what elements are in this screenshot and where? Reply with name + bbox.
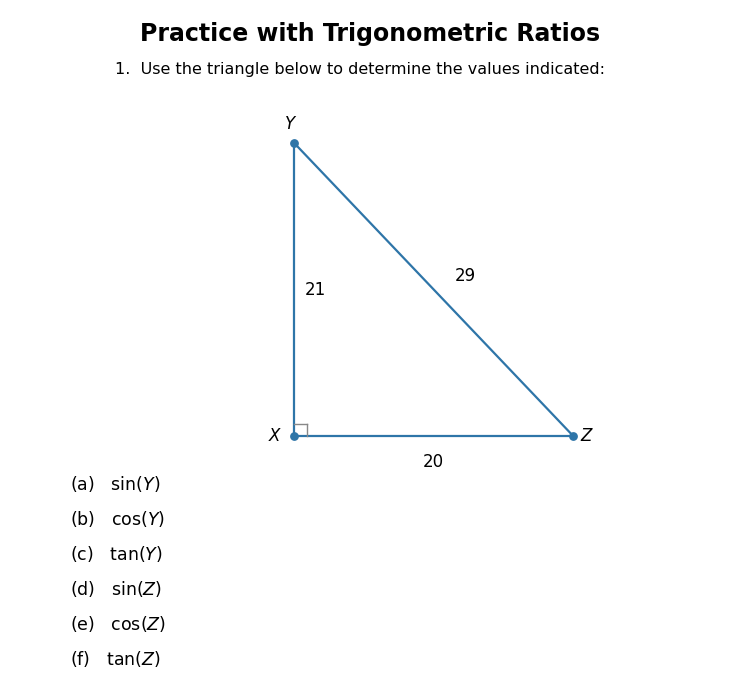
Text: Z: Z [580, 427, 592, 445]
Text: 1.  Use the triangle below to determine the values indicated:: 1. Use the triangle below to determine t… [115, 62, 605, 77]
Point [288, 431, 300, 441]
Text: (e)   $\cos(Z)$: (e) $\cos(Z)$ [70, 614, 167, 635]
Text: X: X [269, 427, 280, 445]
Point [288, 137, 300, 148]
Text: 21: 21 [305, 281, 327, 299]
Point [568, 431, 579, 441]
Text: Practice with Trigonometric Ratios: Practice with Trigonometric Ratios [141, 22, 600, 46]
Text: (a)   $\sin(Y)$: (a) $\sin(Y)$ [70, 474, 161, 495]
Text: (f)   $\tan(Z)$: (f) $\tan(Z)$ [70, 649, 161, 670]
Text: (b)   $\cos(Y)$: (b) $\cos(Y)$ [70, 509, 165, 530]
Text: (c)   $\tan(Y)$: (c) $\tan(Y)$ [70, 544, 163, 565]
Text: (d)   $\sin(Z)$: (d) $\sin(Z)$ [70, 579, 162, 600]
Text: 29: 29 [455, 267, 476, 285]
Text: Y: Y [285, 115, 295, 133]
Text: 20: 20 [423, 453, 445, 471]
